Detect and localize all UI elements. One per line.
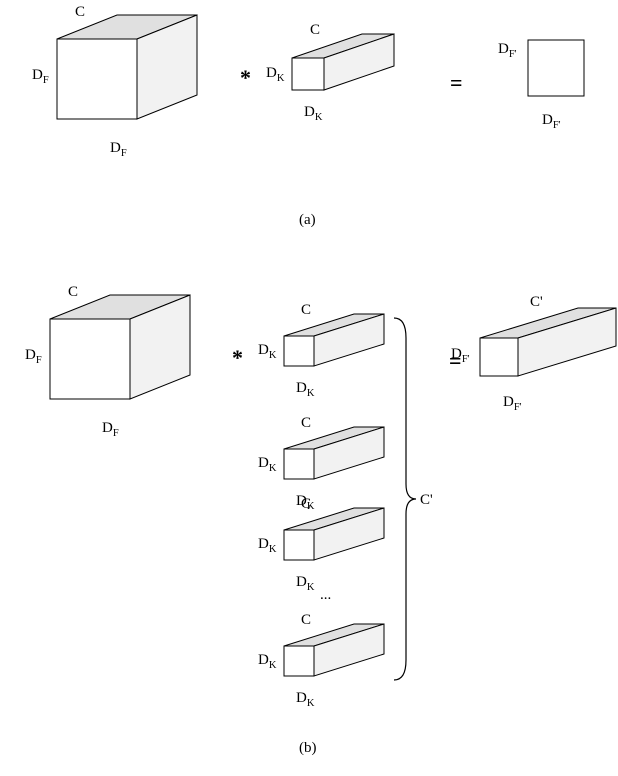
label-kernel-b3-bottom: DK: [296, 574, 314, 593]
label-kernel-b2-left: DK: [258, 455, 276, 474]
label-kernel-b1-left: DK: [258, 342, 276, 361]
kernel-box-b1: [284, 314, 384, 366]
label-input-b-top: C: [68, 284, 78, 301]
label-kernel-b4-bottom: DK: [296, 690, 314, 709]
label-kernel-b4-top: C: [301, 612, 311, 629]
label-kernel-b3-top: C: [301, 496, 311, 513]
kernel-group-brace: [394, 318, 416, 680]
label-output-b-top: C': [530, 294, 543, 311]
kernel-box-b3: [284, 508, 384, 560]
label-kernel-b4-left: DK: [258, 652, 276, 671]
label-input-b-bottom: DF: [102, 420, 119, 439]
ellipsis-b: ...: [320, 587, 331, 604]
label-kernel-b2-top: C: [301, 415, 311, 432]
label-input-b-left: DF: [25, 347, 42, 366]
label-kernel-b1-bottom: DK: [296, 380, 314, 399]
kernel-box-b2: [284, 427, 384, 479]
input-box-b: [50, 295, 190, 399]
label-kernel-b1-top: C: [301, 302, 311, 319]
equals-operator-b: =: [449, 348, 462, 374]
output-box-b: [480, 308, 616, 376]
diagram-page: { "canvas": { "width": 618, "height": 77…: [0, 0, 618, 776]
conv-operator-b: *: [232, 345, 243, 371]
kernel-box-b4: [284, 624, 384, 676]
label-kernel-b3-left: DK: [258, 536, 276, 555]
label-output-b-bottom: DF': [503, 394, 522, 413]
label-brace: C': [420, 492, 433, 509]
caption-b: (b): [299, 740, 317, 757]
